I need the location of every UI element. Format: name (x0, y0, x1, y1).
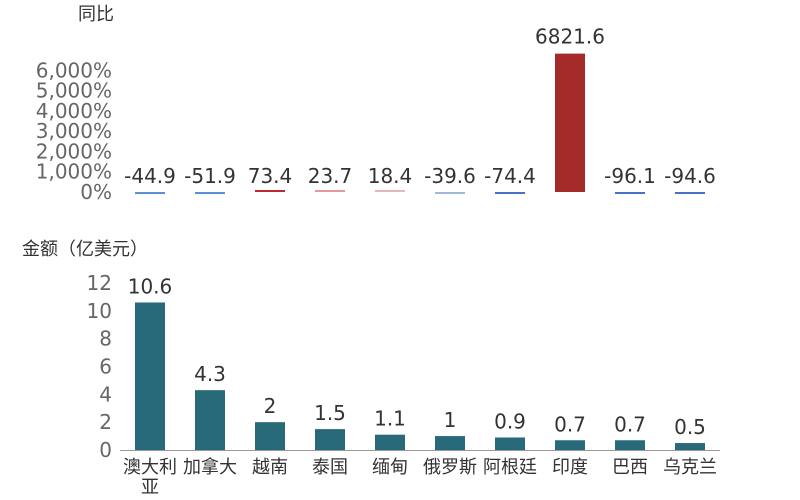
yoy-value-label: 6821.6 (535, 25, 605, 49)
amount-bar (615, 440, 645, 450)
amount-value-label: 1.5 (314, 401, 346, 425)
yoy-bar (135, 192, 165, 194)
yoy-bar (315, 190, 345, 192)
amount-value-label: 0.7 (554, 412, 586, 436)
amount-value-label: 0.7 (614, 412, 646, 436)
amount-panel: 金额（亿美元） 0 2 4 6 8 10 12 10.6 4.3 2 1.5 1.1 1 0.9 0.7 0… (22, 239, 720, 498)
yoy-value-label: -74.4 (484, 164, 536, 188)
amount-y-tick-label: 10 (87, 299, 112, 323)
amount-category-label: 俄罗斯 (423, 457, 477, 478)
amount-bar (375, 434, 405, 450)
amount-bar (675, 443, 705, 450)
yoy-bar (435, 192, 465, 194)
yoy-value-label: -44.9 (124, 164, 176, 188)
yoy-bar (375, 190, 405, 192)
amount-bar (495, 437, 525, 450)
amount-bar (255, 422, 285, 450)
amount-bar (135, 302, 165, 450)
amount-category-label: 阿根廷 (483, 457, 537, 478)
amount-bars (135, 302, 705, 450)
amount-bar (315, 429, 345, 450)
yoy-y-tick-label: 2,000% (36, 139, 112, 163)
amount-category-label: 加拿大 (183, 456, 237, 478)
yoy-value-labels: -44.9 -51.9 73.4 23.7 18.4 -39.6 -74.4 6821.6 -9… (124, 25, 716, 188)
yoy-bar (615, 192, 645, 194)
amount-y-tick-label: 6 (99, 355, 112, 379)
amount-category-label: 印度 (552, 457, 588, 478)
yoy-value-label: -51.9 (184, 164, 236, 188)
yoy-y-tick-label: 3,000% (36, 119, 112, 143)
amount-y-tick-label: 12 (87, 271, 112, 295)
yoy-y-axis: 0%1,000%2,000%3,000%4,000%5,000%6,000% (36, 58, 112, 204)
amount-category-label: 越南 (252, 457, 288, 478)
yoy-value-label: 73.4 (248, 164, 293, 188)
amount-category-label: 泰国 (312, 457, 348, 478)
amount-y-tick-label: 2 (99, 410, 112, 434)
yoy-y-tick-label: 5,000% (36, 79, 112, 103)
yoy-y-tick-label: 4,000% (36, 99, 112, 123)
amount-category-label: 缅甸 (372, 457, 408, 478)
yoy-y-tick-label: 0% (80, 180, 112, 204)
amount-bar (555, 440, 585, 450)
amount-value-label: 0.9 (494, 409, 526, 433)
yoy-bar (495, 192, 525, 194)
amount-value-label: 1 (444, 408, 457, 432)
yoy-value-label: -94.6 (664, 164, 716, 188)
yoy-bar (195, 192, 225, 194)
amount-value-label: 0.5 (674, 415, 706, 439)
yoy-y-tick-label: 1,000% (36, 160, 112, 184)
amount-category-label: 澳大利亚 (123, 457, 177, 498)
yoy-bar (255, 190, 285, 192)
amount-title: 金额（亿美元） (22, 239, 148, 260)
amount-category-label: 乌克兰 (663, 457, 717, 478)
amount-value-label: 4.3 (194, 362, 226, 386)
yoy-panel: 同比 0%1,000%2,000%3,000%4,000%5,000%6,000… (36, 4, 716, 204)
yoy-value-label: 23.7 (308, 164, 353, 188)
amount-bar (435, 436, 465, 450)
amount-y-tick-label: 8 (99, 327, 112, 351)
amount-category-label: 巴西 (612, 457, 648, 478)
yoy-bar (555, 53, 585, 192)
amount-y-tick-label: 0 (99, 438, 112, 462)
yoy-bar (675, 192, 705, 194)
yoy-title: 同比 (78, 4, 114, 25)
yoy-bars (135, 53, 705, 194)
amount-value-label: 2 (264, 394, 277, 418)
yoy-value-label: -96.1 (604, 164, 656, 188)
yoy-y-tick-label: 6,000% (36, 58, 112, 82)
yoy-value-label: -39.6 (424, 164, 476, 188)
amount-y-tick-label: 4 (99, 382, 112, 406)
amount-value-label: 1.1 (374, 407, 406, 431)
amount-value-label: 10.6 (128, 274, 173, 298)
amount-bar (195, 390, 225, 450)
amount-value-labels: 10.6 4.3 2 1.5 1.1 1 0.9 0.7 0.7 0.5 (128, 274, 706, 439)
yoy-value-label: 18.4 (368, 164, 413, 188)
amount-y-axis: 0 2 4 6 8 10 12 (87, 271, 112, 462)
